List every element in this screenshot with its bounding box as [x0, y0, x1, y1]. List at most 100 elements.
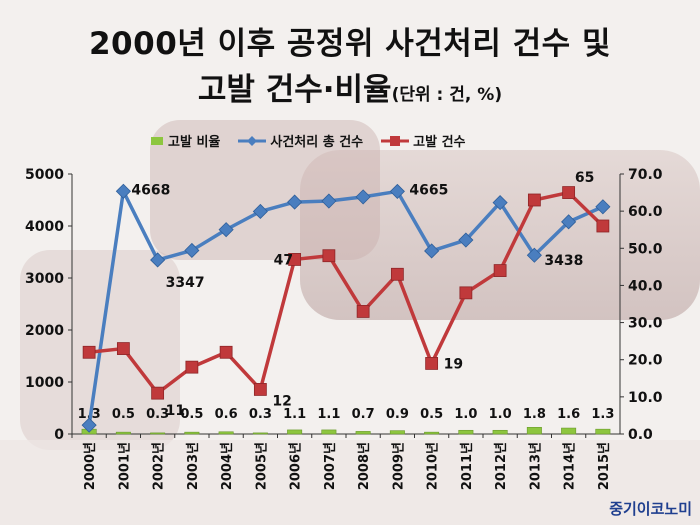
chart-title-unit: (단위 : 건, %) [391, 85, 503, 105]
y-tick-label-left: 3000 [25, 271, 64, 287]
bar-ratio-label: 0.5 [420, 407, 443, 422]
point-total [595, 199, 611, 215]
x-tick-label: 2002년 [152, 442, 167, 490]
point-complaint [82, 345, 96, 359]
y-tick-label-right: 30.0 [628, 316, 663, 332]
line-total-cases [87, 189, 604, 426]
bar-ratio-label: 0.5 [112, 407, 135, 422]
y-tick-label-right: 60.0 [628, 204, 663, 220]
bar-ratio-label: 0.7 [352, 407, 375, 422]
y-tick-label-left: 0 [54, 427, 64, 443]
data-label-total: 4665 [409, 182, 448, 198]
y-tick-label-left: 4000 [25, 219, 64, 235]
point-complaint [322, 249, 336, 263]
legend-label-complaints: 고발 건수 [413, 135, 466, 150]
data-label-complaint: 47 [274, 252, 293, 268]
point-complaint [185, 360, 199, 374]
x-tick-label: 2015년 [597, 442, 612, 490]
bar-ratio [458, 429, 474, 435]
bar-ratio [287, 429, 303, 435]
legend-label-ratio: 고발 비율 [168, 135, 221, 150]
point-complaint [219, 345, 233, 359]
y-tick-label-right: 50.0 [628, 241, 663, 257]
bar-ratio [492, 429, 508, 435]
data-label-total: 3438 [544, 253, 583, 269]
brand-logo-text: 중기이코노미 [609, 500, 692, 518]
bar-ratio-label: 1.1 [317, 407, 340, 422]
point-complaint [390, 267, 404, 281]
x-tick-label: 2000년 [83, 442, 98, 490]
legend-item-complaints: 고발 건수 [381, 131, 466, 150]
legend-item-total: 사건처리 총 건수 [238, 131, 363, 150]
point-total [561, 214, 577, 230]
point-complaint [562, 186, 576, 199]
legend-bar-swatch [151, 136, 163, 145]
point-complaint [356, 305, 370, 318]
bar-ratio-label: 1.3 [591, 407, 614, 422]
chart-title-line2: 고발 건수·비율(단위 : 건, %) [0, 64, 700, 109]
x-tick-label: 2008년 [357, 442, 372, 490]
bar-ratio-label: 0.9 [386, 407, 409, 422]
y-tick-label-right: 10.0 [628, 390, 663, 406]
point-complaint [116, 342, 130, 355]
x-tick-label: 2005년 [254, 442, 269, 490]
point-total [492, 195, 508, 211]
y-tick-label-right: 20.0 [628, 353, 663, 369]
bar-ratio-label: 1.8 [523, 407, 546, 422]
point-total [150, 252, 166, 268]
bar-ratio-label: 0.6 [215, 407, 238, 422]
bar-ratio [218, 431, 234, 435]
point-total [355, 189, 371, 205]
bar-ratio-label: 0.5 [180, 407, 203, 422]
bar-ratio [561, 427, 577, 435]
y-tick-label-left: 5000 [25, 167, 64, 183]
bar-ratio [184, 431, 200, 435]
point-complaint [151, 386, 165, 400]
bar-ratio [355, 431, 371, 435]
x-tick-label: 2013년 [528, 442, 543, 490]
data-label-complaint: 19 [444, 356, 463, 372]
bar-ratio [321, 429, 337, 435]
bar-ratio [595, 428, 611, 435]
point-total [184, 242, 200, 259]
point-complaint [527, 193, 541, 207]
x-tick-label: 2006년 [289, 442, 304, 490]
point-total [389, 183, 405, 199]
x-tick-label: 2001년 [117, 442, 132, 490]
bar-ratio [389, 430, 405, 435]
point-total [321, 193, 337, 209]
legend: 고발 비율 사건처리 총 건수 고발 건수 [150, 131, 466, 150]
point-complaint [288, 253, 302, 266]
point-total [115, 183, 131, 199]
x-tick-label: 2011년 [460, 442, 475, 490]
bar-ratio [150, 432, 166, 435]
point-total [458, 232, 474, 248]
point-complaint [493, 264, 507, 277]
x-tick-label: 2012년 [494, 442, 509, 490]
legend-item-ratio: 고발 비율 [150, 131, 220, 150]
chart-title-main: 고발 건수·비율 [197, 72, 392, 108]
legend-square-line [381, 135, 410, 146]
x-tick-label: 2014년 [563, 442, 578, 490]
chart-title-line1: 2000년 이후 공정위 사건처리 건수 및 [88, 26, 611, 62]
x-tick-label: 2003년 [186, 442, 201, 490]
data-label-complaint: 11 [166, 403, 185, 419]
bar-ratio-label: 0.3 [249, 407, 272, 422]
bar-ratio [252, 432, 268, 435]
point-total [218, 222, 234, 238]
x-tick-label: 2010년 [426, 442, 441, 490]
bar-ratio-label: 1.1 [283, 407, 306, 422]
data-label-complaint: 12 [272, 393, 291, 409]
x-tick-label: 2009년 [391, 442, 406, 490]
data-label-total: 4668 [131, 182, 170, 198]
bar-ratio [526, 427, 542, 435]
y-tick-label-right: 0.0 [628, 427, 653, 443]
bar-ratio-label: 1.6 [557, 407, 580, 422]
bar-ratio [424, 431, 440, 435]
bar-ratio-label: 1.0 [489, 407, 512, 422]
legend-label-total: 사건처리 총 건수 [270, 135, 364, 150]
legend-diamond-line [238, 135, 267, 146]
